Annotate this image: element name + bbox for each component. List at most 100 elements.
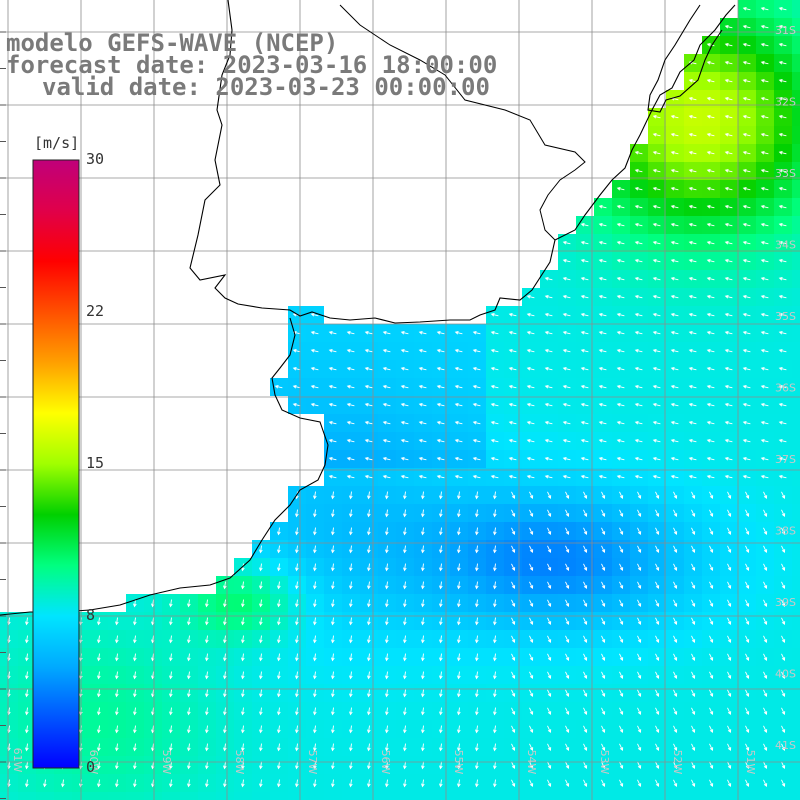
wind-arrow — [709, 725, 714, 733]
wind-arrow — [277, 617, 281, 626]
wind-arrow — [364, 330, 373, 335]
wind-arrow — [529, 563, 534, 571]
wind-arrow — [475, 545, 479, 554]
wind-cell — [144, 792, 162, 800]
wind-arrow — [778, 96, 787, 101]
wind-arrow — [349, 743, 353, 752]
wind-cell — [198, 792, 216, 800]
wind-arrow — [778, 420, 787, 425]
wind-arrow — [781, 581, 786, 589]
wind-arrow — [727, 581, 732, 589]
wind-arrow — [601, 743, 606, 751]
wind-cell — [774, 792, 792, 800]
wind-arrow — [670, 240, 679, 245]
wind-arrow — [472, 438, 481, 443]
wind-arrow — [760, 474, 769, 479]
wind-arrow — [493, 689, 497, 698]
wind-arrow — [727, 761, 732, 769]
colorbar-tick-30: 30 — [86, 150, 105, 168]
wind-arrow — [598, 456, 607, 461]
wind-arrow — [583, 671, 588, 679]
wind-arrow — [565, 761, 570, 769]
wind-arrow — [673, 743, 678, 751]
wind-arrow — [760, 24, 769, 29]
wind-arrow — [493, 491, 497, 500]
wind-arrow — [400, 420, 409, 425]
wind-arrow — [439, 653, 443, 662]
wind-arrow — [259, 779, 263, 788]
wind-arrow — [418, 474, 427, 479]
wind-arrow — [457, 779, 461, 788]
wind-arrow — [511, 617, 516, 625]
wind-arrow — [724, 42, 733, 47]
wind-arrow — [385, 689, 389, 698]
wind-arrow — [385, 779, 389, 788]
wind-arrow — [295, 761, 299, 770]
wind-arrow — [457, 527, 461, 536]
wind-arrow — [619, 707, 624, 715]
wind-arrow — [724, 384, 733, 389]
wind-arrow — [673, 509, 678, 517]
wind-arrow — [760, 150, 769, 155]
wind-arrow — [601, 545, 606, 553]
wind-arrow — [367, 779, 371, 788]
wind-arrow — [457, 563, 461, 572]
wind-arrow — [25, 671, 29, 680]
wind-arrow — [778, 114, 787, 119]
wind-arrow — [385, 509, 389, 518]
wind-cell — [792, 558, 800, 576]
wind-arrow — [688, 222, 697, 227]
wind-arrow — [598, 204, 607, 209]
wind-arrow — [619, 761, 624, 769]
wind-arrow — [670, 168, 679, 173]
wind-cell — [792, 378, 800, 396]
wind-arrow — [562, 276, 571, 281]
coastline-north-lake — [647, 4, 723, 113]
wind-arrow — [421, 689, 425, 698]
wind-arrow — [511, 779, 516, 787]
wind-arrow — [652, 330, 661, 335]
wind-cell — [792, 18, 800, 36]
wind-arrow — [760, 60, 769, 65]
wind-arrow — [706, 42, 715, 47]
wind-arrow — [367, 725, 371, 734]
wind-arrow — [382, 420, 391, 425]
wind-arrow — [655, 671, 660, 679]
wind-arrow — [763, 671, 768, 679]
wind-arrow — [745, 707, 750, 715]
wind-cell — [576, 792, 594, 800]
wind-cell — [396, 792, 414, 800]
wind-arrow — [763, 761, 768, 769]
wind-arrow — [745, 671, 750, 679]
wind-arrow — [709, 491, 714, 499]
wind-arrow — [616, 330, 625, 335]
wind-arrow — [691, 779, 696, 787]
wind-arrow — [508, 384, 517, 389]
wind-arrow — [544, 474, 553, 479]
wind-arrow — [295, 707, 299, 716]
wind-arrow — [547, 743, 552, 751]
wind-arrow — [583, 761, 588, 769]
wind-arrow — [544, 276, 553, 281]
wind-arrow — [760, 114, 769, 119]
wind-arrow — [778, 258, 787, 263]
wind-arrow — [421, 491, 425, 500]
wind-arrow — [472, 402, 481, 407]
wind-arrow — [598, 420, 607, 425]
wind-arrow — [400, 330, 409, 335]
wind-arrow — [727, 509, 732, 517]
wind-arrow — [637, 617, 642, 625]
wind-arrow — [691, 707, 696, 715]
wind-cell — [792, 756, 800, 774]
wind-arrow — [634, 438, 643, 443]
wind-arrow — [295, 617, 299, 626]
wind-arrow — [277, 779, 281, 788]
wind-arrow — [637, 761, 642, 769]
wind-arrow — [367, 491, 371, 500]
wind-arrow — [511, 527, 516, 535]
wind-arrow — [295, 653, 299, 662]
wind-arrow — [778, 42, 787, 47]
wind-arrow — [706, 150, 715, 155]
wind-arrow — [727, 617, 732, 625]
wind-arrow — [421, 671, 425, 680]
